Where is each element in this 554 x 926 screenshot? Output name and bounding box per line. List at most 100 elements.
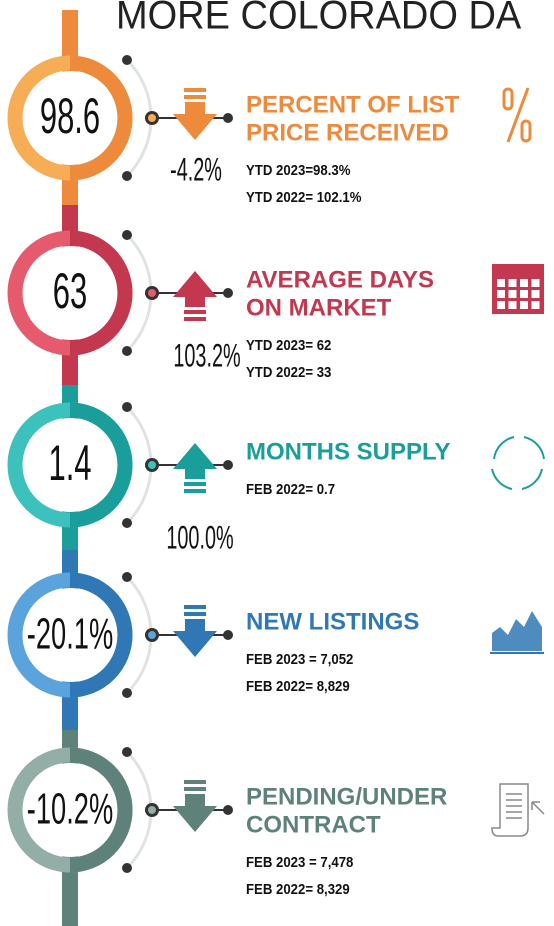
ring-inner [23, 246, 117, 340]
icon-part [531, 290, 540, 298]
value-wrap: 63 [53, 263, 87, 319]
change: 100.0% [166, 520, 233, 556]
stat-value: 98.6 [40, 88, 100, 144]
stat-block: 1.4 100.0% MONTHS SUPPLY FEB 2022= 0.7 [7, 402, 545, 556]
detail: YTD 2022= 102.1% [246, 188, 362, 205]
dot [122, 55, 132, 65]
ring-half [69, 572, 133, 698]
detail: YTD 2023=98.3% [246, 161, 351, 178]
stat-title: NEW LISTINGS [246, 608, 419, 635]
change: 103.2% [173, 338, 240, 374]
icon [491, 783, 545, 837]
value-wrap: -10.2% [27, 784, 113, 833]
arrow-bar [184, 88, 206, 92]
stat-title: PRICE RECEIVED [246, 119, 449, 146]
dot [148, 289, 156, 297]
icon-part [531, 279, 540, 287]
ring-inner [23, 418, 117, 512]
value-wrap: 1.4 [48, 435, 91, 491]
ring-half [69, 402, 133, 528]
stat-value: 1.4 [48, 435, 91, 491]
arrow-bar [184, 317, 206, 321]
dot [148, 461, 156, 469]
ring-half [69, 747, 133, 873]
icon-part [497, 279, 505, 287]
icon-part [497, 301, 505, 309]
icon-part [531, 301, 540, 309]
icon-part [491, 783, 529, 837]
stat-value: -10.2% [27, 784, 113, 833]
ring-inner [23, 71, 117, 165]
icon-part [531, 801, 545, 815]
icon-part [491, 468, 513, 490]
change: -4.2% [170, 152, 222, 188]
dot [122, 688, 132, 698]
change-wrap: -4.2% [170, 152, 222, 188]
arrow-bar [184, 95, 206, 99]
detail: YTD 2022= 33 [246, 363, 332, 380]
icon-part [520, 279, 528, 287]
icon [490, 611, 544, 654]
dot [148, 114, 156, 122]
stat-title: ON MARKET [246, 294, 392, 321]
dot [223, 113, 233, 123]
icon-part [493, 436, 515, 460]
stat-title: CONTRACT [246, 811, 381, 838]
dot [148, 631, 156, 639]
detail: FEB 2023 = 7,052 [246, 650, 354, 667]
dot [122, 346, 132, 356]
detail: FEB 2022= 0.7 [246, 480, 335, 497]
page-title: MORE COLORADO DA [116, 0, 521, 38]
arrow [173, 794, 217, 832]
arrow [173, 271, 217, 307]
detail: YTD 2023= 62 [246, 336, 332, 353]
arrow-bar [184, 787, 206, 791]
detail: FEB 2022= 8,329 [246, 880, 350, 897]
ring-half [69, 55, 133, 181]
icon-part [521, 468, 543, 490]
icon-part [497, 290, 505, 298]
arrow [173, 102, 217, 140]
dot [122, 230, 132, 240]
arrow-bar [184, 482, 206, 486]
arrow-bar [184, 605, 206, 609]
icon [492, 264, 544, 314]
detail: FEB 2023 = 7,478 [246, 853, 354, 870]
value-wrap: 98.6 [40, 88, 100, 144]
stat-value: -20.1% [27, 609, 113, 658]
detail: FEB 2022= 8,829 [246, 677, 350, 694]
icon-part [520, 301, 528, 309]
icon-part [508, 279, 517, 287]
ring-inner [23, 763, 117, 857]
dot [122, 402, 132, 412]
arrow [173, 443, 217, 479]
dot [223, 805, 233, 815]
icon-part [520, 119, 532, 143]
stat-value: 63 [53, 263, 87, 319]
icon-part [508, 290, 517, 298]
stat-title: PENDING/UNDER [246, 783, 447, 810]
dot [122, 572, 132, 582]
stat-block: -20.1% NEW LISTINGS FEB 2023 = 7,052 FEB 20… [7, 572, 544, 698]
arrow [173, 619, 217, 657]
icon-part [492, 611, 542, 651]
dot [148, 806, 156, 814]
icon-part [508, 301, 517, 309]
dot [122, 863, 132, 873]
change-wrap: 103.2% [173, 338, 240, 374]
value-wrap: -20.1% [27, 609, 113, 658]
icon-part [523, 436, 545, 460]
dot [223, 288, 233, 298]
arrow-bar [184, 612, 206, 616]
arrow-bar [184, 310, 206, 314]
icon [502, 87, 532, 143]
stat-title: MONTHS SUPPLY [246, 438, 450, 465]
dot [122, 518, 132, 528]
icon [491, 436, 545, 490]
dot [122, 171, 132, 181]
dot [223, 630, 233, 640]
